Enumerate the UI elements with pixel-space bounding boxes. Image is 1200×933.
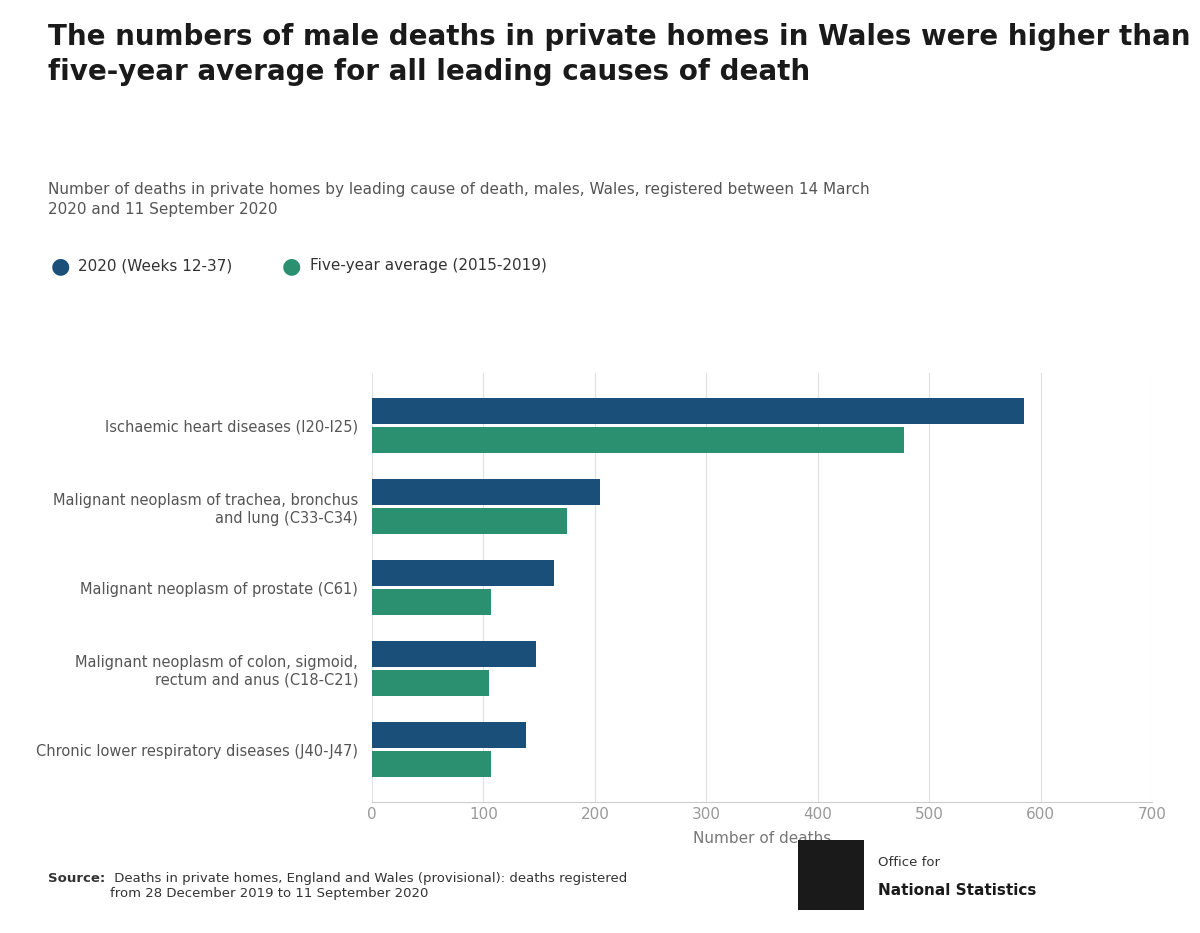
Bar [372,427,904,453]
Bar [372,398,1024,425]
Bar [372,722,526,748]
Bar [372,480,600,505]
Text: National Statistics: National Statistics [878,883,1037,898]
Text: Source:: Source: [48,872,106,885]
Text: ●: ● [50,256,70,276]
Text: Five-year average (2015-2019): Five-year average (2015-2019) [310,258,546,273]
Text: Office for: Office for [878,856,941,869]
Text: The numbers of male deaths in private homes in Wales were higher than the
five-y: The numbers of male deaths in private ho… [48,23,1200,86]
Bar [804,886,830,897]
Bar [372,560,553,586]
X-axis label: Number of deaths: Number of deaths [692,830,832,845]
Bar [372,671,490,696]
Bar [372,590,491,616]
Text: ●: ● [282,256,301,276]
Bar [372,751,491,777]
Text: 2020 (Weeks 12-37): 2020 (Weeks 12-37) [78,258,233,273]
Bar [372,641,535,667]
Bar [804,870,841,880]
Text: Deaths in private homes, England and Wales (provisional): deaths registered
from: Deaths in private homes, England and Wal… [110,872,628,900]
Text: Number of deaths in private homes by leading cause of death, males, Wales, regis: Number of deaths in private homes by lea… [48,182,870,216]
Bar [804,855,853,864]
Bar [372,508,568,535]
